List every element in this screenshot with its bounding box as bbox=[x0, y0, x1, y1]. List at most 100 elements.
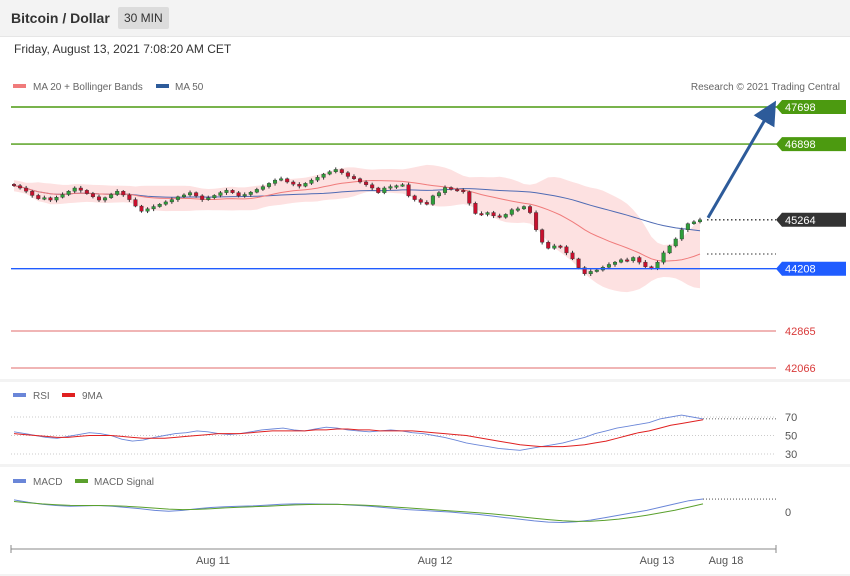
bollinger-band bbox=[14, 164, 700, 293]
price-legend: MA 20 + Bollinger Bands MA 50 Research ©… bbox=[13, 82, 840, 93]
candle-body bbox=[242, 194, 247, 197]
time-tick-label: Aug 12 bbox=[418, 555, 453, 567]
candle-body bbox=[691, 221, 696, 224]
forecast-arrow bbox=[706, 100, 777, 219]
candle-body bbox=[655, 261, 660, 269]
candle-body bbox=[424, 202, 429, 205]
candle-body bbox=[479, 213, 484, 216]
time-tick-label: Aug 18 bbox=[709, 555, 744, 567]
timeframe-button[interactable]: 30 MIN bbox=[118, 7, 169, 29]
candle-body bbox=[679, 229, 684, 240]
candle-body bbox=[394, 185, 399, 188]
level-label-44208: 44208 bbox=[785, 264, 816, 276]
candle-body bbox=[260, 186, 265, 190]
time-tick-label: Aug 13 bbox=[640, 555, 675, 567]
candle-body bbox=[254, 189, 259, 193]
candle-body bbox=[443, 187, 448, 193]
candle-body bbox=[376, 187, 381, 193]
candle-body bbox=[552, 245, 557, 249]
time-axis: Aug 11 Aug 12 Aug 13 Aug 18 bbox=[10, 545, 777, 567]
candle-body bbox=[534, 212, 539, 230]
candle-body bbox=[309, 179, 314, 184]
candle-body bbox=[400, 184, 405, 187]
candle-body bbox=[339, 169, 344, 173]
candle-body bbox=[503, 214, 508, 218]
candle-body bbox=[248, 191, 253, 195]
candle-body bbox=[327, 171, 332, 175]
candle-body bbox=[582, 267, 587, 274]
rsi-panel-bg bbox=[0, 382, 850, 464]
candle-body bbox=[24, 187, 29, 192]
candle-body bbox=[30, 191, 35, 196]
rsi-ma-legend-label: 9MA bbox=[82, 391, 103, 402]
candle-body bbox=[206, 197, 211, 200]
macd-panel-bg bbox=[0, 467, 850, 574]
rsi-plot: 70 50 30 bbox=[11, 412, 797, 461]
candle-body bbox=[497, 215, 502, 218]
candle-body bbox=[388, 186, 393, 189]
candle-body bbox=[485, 212, 490, 215]
candle-body bbox=[673, 238, 678, 247]
candle-body bbox=[273, 179, 278, 184]
candle-body bbox=[588, 271, 593, 274]
candle-body bbox=[345, 172, 350, 177]
candle-body bbox=[279, 178, 284, 181]
candle-body bbox=[521, 206, 526, 210]
candle-body bbox=[455, 189, 460, 192]
candle-body bbox=[619, 259, 624, 263]
level-tag-47698 bbox=[776, 100, 846, 114]
credit-label: Research © 2021 Trading Central bbox=[691, 82, 840, 93]
candle-body bbox=[194, 192, 199, 197]
candle-body bbox=[491, 212, 496, 217]
candle-body bbox=[698, 219, 703, 223]
candle-body bbox=[133, 199, 138, 207]
level-tag-46898 bbox=[776, 137, 846, 152]
candle-body bbox=[643, 261, 648, 267]
candle-body bbox=[230, 190, 235, 193]
ma50-legend-label: MA 50 bbox=[175, 82, 204, 93]
macd-line bbox=[13, 498, 704, 524]
rsi-ma-line bbox=[13, 419, 704, 448]
candle-body bbox=[430, 195, 435, 205]
header-bar: Bitcoin / Dollar 30 MIN bbox=[0, 0, 850, 37]
candle-body bbox=[540, 229, 545, 243]
ma20-legend-label: MA 20 + Bollinger Bands bbox=[33, 82, 143, 93]
datetime-stamp: Friday, August 13, 2021 7:08:20 AM CET bbox=[14, 42, 232, 56]
candle-body bbox=[667, 245, 672, 254]
candle-body bbox=[175, 196, 180, 200]
candle-body bbox=[291, 181, 296, 185]
candle-body bbox=[436, 192, 441, 197]
candle-body bbox=[36, 195, 41, 199]
price-levels: 47698 46898 45264 44208 42865 42066 bbox=[11, 100, 846, 375]
candle-body bbox=[370, 184, 375, 189]
rsi-line bbox=[13, 414, 704, 451]
ma50-legend-swatch bbox=[156, 84, 169, 88]
macd-legend-label: MACD bbox=[33, 477, 62, 488]
rsi-tick-30: 30 bbox=[785, 449, 797, 461]
rsi-tick-50: 50 bbox=[785, 431, 797, 443]
candle-body bbox=[218, 192, 223, 196]
candle-body bbox=[121, 191, 126, 196]
candle-body bbox=[72, 187, 77, 192]
candle-body bbox=[449, 187, 454, 190]
candle-body bbox=[570, 252, 575, 260]
candle-body bbox=[333, 169, 338, 172]
candle-body bbox=[18, 185, 23, 189]
ma20-legend-swatch bbox=[13, 84, 26, 88]
candle-body bbox=[321, 173, 326, 178]
candle-body bbox=[90, 193, 95, 198]
macd-signal-legend-swatch bbox=[75, 479, 88, 483]
candle-body bbox=[151, 206, 156, 210]
candle-body bbox=[576, 258, 581, 268]
candle-body bbox=[78, 187, 83, 191]
candle-body bbox=[564, 246, 569, 254]
level-label-46898: 46898 bbox=[785, 139, 816, 151]
candle-body bbox=[418, 199, 423, 203]
candle-body bbox=[613, 261, 618, 265]
candle-body bbox=[473, 203, 478, 214]
candle-body bbox=[157, 204, 162, 207]
rsi-legend-label: RSI bbox=[33, 391, 50, 402]
candle-body bbox=[467, 191, 472, 204]
time-tick-label: Aug 11 bbox=[196, 555, 230, 567]
